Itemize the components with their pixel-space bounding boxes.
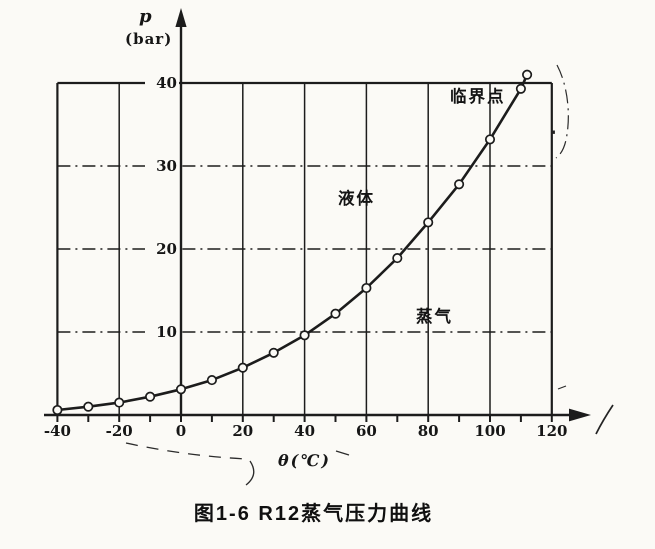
data-point-marker [145,391,156,402]
data-point-marker [484,134,496,145]
data-point-marker [522,69,533,80]
x-tick-label: 80 [417,422,439,440]
x-tick-label: 0 [175,422,187,440]
x-tick-label: -20 [105,422,133,440]
data-point-marker [392,253,403,264]
x-tick-label: 120 [536,422,568,440]
y-axis-unit: (bar) [125,30,173,48]
data-point-marker [299,330,310,341]
artifact-slash [595,404,614,435]
artifact-dash [335,450,350,456]
x-tick-label: -40 [43,422,71,440]
artifact-dash-swoosh [125,442,248,460]
y-axis-arrowhead [175,8,187,27]
data-point-marker [268,347,279,358]
y-tick-label: 30 [145,157,179,175]
y-tick-label: 40 [145,74,179,92]
x-axis-arrowhead [569,408,591,422]
x-tick-label: 40 [294,422,316,440]
data-point-marker [52,404,63,416]
x-axis-title: θ(℃) [278,451,331,470]
artifact-arc [555,64,569,159]
x-tick-label: 100 [474,422,506,440]
figure-caption: 图1-6 R12蒸气压力曲线 [193,503,434,525]
data-point-marker [515,83,526,94]
y-tick-label: 10 [145,323,179,341]
y-axis-symbol: p [139,6,152,27]
x-tick-label: 20 [232,422,254,440]
data-point-marker [361,282,372,294]
y-tick-label: 20 [145,240,179,258]
vapor-region-label: 蒸气 [416,308,453,326]
data-point-marker [237,362,248,373]
data-point-marker [423,217,434,228]
artifact-hook [245,460,255,486]
data-point-marker [175,384,187,395]
x-tick-label: 60 [355,422,377,440]
data-point-marker [330,308,341,319]
data-point-marker [454,179,465,190]
artifact-speck [557,385,567,390]
data-point-marker [83,401,94,412]
artifact-dot [551,130,555,134]
saturation-curve [57,74,529,412]
data-point-marker [114,397,125,408]
data-point-marker [206,375,217,386]
liquid-region-label: 液体 [338,190,375,208]
critical-point-label: 临界点 [450,88,506,106]
